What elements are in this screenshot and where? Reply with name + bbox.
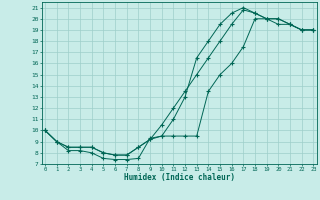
X-axis label: Humidex (Indice chaleur): Humidex (Indice chaleur)	[124, 173, 235, 182]
